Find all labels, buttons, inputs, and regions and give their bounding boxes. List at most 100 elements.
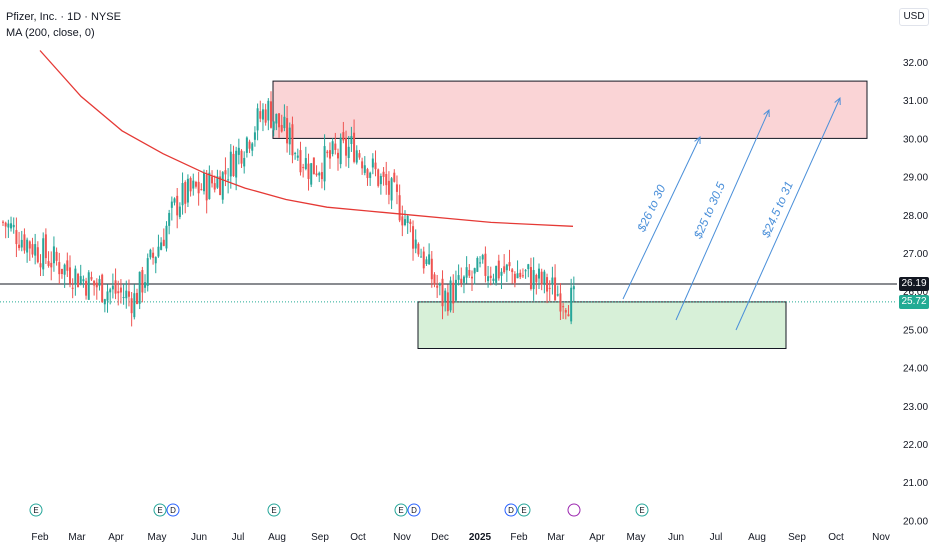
candle-body bbox=[170, 201, 173, 208]
event-marker-letter: E bbox=[157, 506, 162, 515]
candle bbox=[58, 252, 61, 285]
candle-body bbox=[2, 221, 4, 223]
candle bbox=[438, 282, 441, 296]
candle bbox=[307, 153, 310, 191]
candle bbox=[358, 149, 361, 160]
candle-body bbox=[296, 155, 299, 158]
candle bbox=[404, 210, 406, 227]
candle bbox=[270, 91, 272, 129]
candle bbox=[66, 252, 69, 278]
candle bbox=[433, 272, 436, 288]
candle-body bbox=[90, 277, 93, 280]
candle bbox=[90, 271, 93, 281]
candle-body bbox=[339, 137, 342, 165]
projection-label: $25 to 30.5 bbox=[690, 180, 728, 242]
price-tick-label: 29.00 bbox=[903, 173, 928, 184]
candle-body bbox=[302, 167, 305, 169]
currency-label[interactable]: USD bbox=[899, 8, 929, 26]
candle bbox=[481, 253, 484, 264]
arrow-head bbox=[694, 135, 701, 145]
candle-body bbox=[184, 182, 187, 204]
candle-body bbox=[280, 124, 283, 132]
candle bbox=[42, 232, 45, 277]
candle-body bbox=[433, 274, 436, 285]
indicator-label[interactable]: MA (200, close, 0) bbox=[6, 27, 95, 39]
candle bbox=[18, 231, 21, 251]
candle-body bbox=[328, 150, 331, 159]
candle bbox=[497, 254, 500, 281]
candle-body bbox=[221, 172, 224, 200]
candle bbox=[272, 121, 275, 137]
event-marker-letter: D bbox=[411, 506, 417, 515]
candle bbox=[532, 257, 535, 301]
candle-body bbox=[379, 176, 382, 185]
candle-body bbox=[358, 153, 361, 158]
candle-body bbox=[449, 280, 452, 311]
candle-body bbox=[117, 291, 120, 294]
time-tick-label: Apr bbox=[589, 532, 605, 543]
candle-body bbox=[471, 276, 473, 279]
candle-body bbox=[52, 246, 55, 264]
candle-body bbox=[109, 289, 112, 293]
candle-body bbox=[203, 172, 205, 192]
price-tick-label: 22.00 bbox=[903, 440, 928, 451]
candle bbox=[430, 251, 433, 288]
candle-body bbox=[144, 282, 147, 288]
candle-body bbox=[476, 257, 479, 272]
candle-body bbox=[350, 136, 353, 144]
candle-body bbox=[342, 132, 345, 141]
candle bbox=[189, 176, 192, 197]
candle bbox=[479, 256, 482, 268]
candle-body bbox=[441, 278, 444, 307]
candle-body bbox=[417, 243, 420, 255]
candle-body bbox=[270, 101, 272, 128]
price-tick-label: 24.00 bbox=[903, 364, 928, 375]
candle bbox=[245, 136, 248, 158]
candle-body bbox=[479, 262, 482, 264]
last-price-label: 25.72 bbox=[899, 295, 929, 309]
time-tick-label: Dec bbox=[431, 532, 449, 543]
candle-body bbox=[259, 111, 262, 119]
candle bbox=[47, 251, 50, 268]
candle-body bbox=[444, 290, 447, 302]
candle-body bbox=[355, 150, 358, 163]
time-tick-label: Oct bbox=[350, 532, 366, 543]
candle bbox=[52, 236, 55, 272]
candle-body bbox=[186, 178, 189, 203]
candle-body bbox=[323, 146, 326, 182]
candle-body bbox=[564, 310, 567, 313]
candle-body bbox=[543, 271, 546, 284]
price-tick-label: 26.00 bbox=[903, 287, 928, 298]
candle bbox=[449, 276, 452, 313]
time-tick-label: Jun bbox=[668, 532, 684, 543]
candle-body bbox=[85, 280, 88, 296]
time-tick-label: 2025 bbox=[469, 532, 492, 543]
candle bbox=[101, 273, 104, 303]
candle-body bbox=[497, 260, 500, 279]
candle bbox=[275, 113, 278, 131]
candle-body bbox=[570, 287, 573, 322]
candle bbox=[374, 150, 377, 177]
candle-body bbox=[69, 267, 71, 284]
candle bbox=[240, 149, 243, 168]
candle-body bbox=[361, 161, 364, 169]
earnings-marker bbox=[517, 503, 531, 517]
candle bbox=[312, 157, 315, 175]
candle-body bbox=[310, 163, 313, 185]
candle-body bbox=[160, 242, 163, 250]
event-marker-letter: E bbox=[521, 506, 526, 515]
candle-body bbox=[567, 314, 570, 317]
time-tick-label: May bbox=[627, 532, 646, 543]
candle bbox=[294, 151, 297, 160]
candle bbox=[74, 265, 77, 296]
candle bbox=[87, 270, 90, 300]
candle bbox=[261, 103, 264, 132]
candle-body bbox=[264, 109, 267, 123]
candle-body bbox=[26, 239, 29, 253]
candle bbox=[227, 168, 230, 194]
candle bbox=[524, 269, 527, 279]
dividend-marker bbox=[504, 503, 518, 517]
arrow-head bbox=[763, 108, 770, 118]
candle-body bbox=[535, 275, 538, 283]
